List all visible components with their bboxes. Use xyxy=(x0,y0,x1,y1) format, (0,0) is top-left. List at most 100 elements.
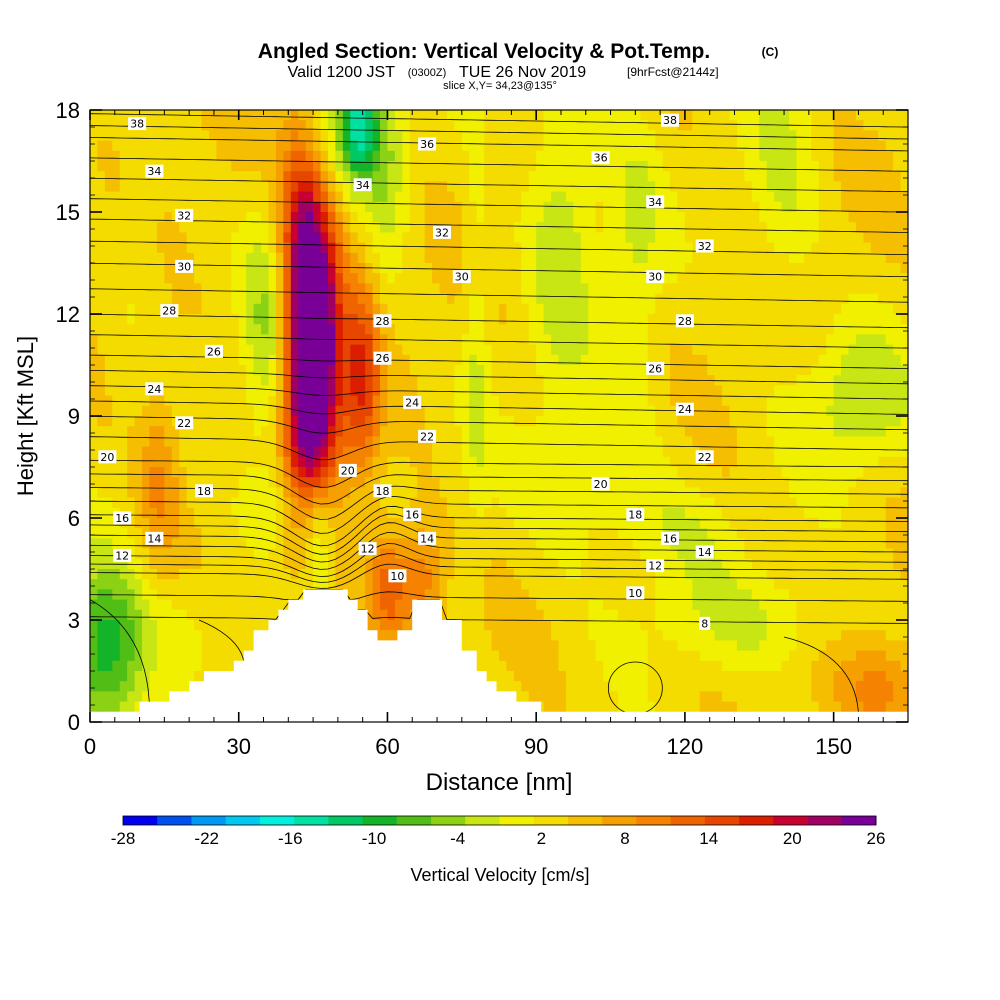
velocity-cell xyxy=(461,558,470,570)
velocity-cell xyxy=(446,252,455,264)
velocity-cell xyxy=(186,497,195,509)
velocity-cell xyxy=(461,293,470,305)
velocity-cell xyxy=(841,497,850,509)
velocity-cell xyxy=(275,263,284,274)
velocity-cell xyxy=(655,140,664,152)
velocity-cell xyxy=(670,212,679,223)
velocity-cell xyxy=(253,558,262,570)
velocity-cell xyxy=(803,487,812,499)
velocity-cell xyxy=(647,497,656,509)
velocity-cell xyxy=(238,191,247,203)
velocity-cell xyxy=(149,456,158,468)
velocity-cell xyxy=(855,334,864,346)
velocity-cell xyxy=(558,242,567,254)
velocity-cell xyxy=(208,252,218,264)
velocity-cell xyxy=(803,283,812,295)
velocity-cell xyxy=(97,191,106,203)
velocity-cell xyxy=(610,252,619,264)
velocity-cell xyxy=(238,354,247,366)
velocity-cell xyxy=(699,303,708,315)
velocity-cell xyxy=(551,252,560,264)
velocity-cell xyxy=(543,477,552,488)
velocity-cell xyxy=(491,110,500,121)
velocity-cell xyxy=(97,548,106,560)
velocity-cell xyxy=(461,436,470,448)
velocity-cell xyxy=(595,273,604,284)
velocity-cell xyxy=(387,365,396,376)
velocity-cell xyxy=(313,222,322,233)
velocity-cell xyxy=(127,242,136,254)
velocity-cell xyxy=(528,181,537,193)
velocity-cell xyxy=(855,487,864,499)
velocity-cell xyxy=(580,303,589,315)
velocity-cell xyxy=(253,150,262,162)
velocity-cell xyxy=(848,405,857,417)
velocity-cell xyxy=(156,518,165,529)
velocity-cell xyxy=(305,150,314,162)
velocity-cell xyxy=(387,405,396,417)
velocity-cell xyxy=(201,385,210,397)
velocity-cell xyxy=(789,558,798,570)
velocity-cell xyxy=(766,518,775,529)
velocity-cell xyxy=(863,201,872,213)
velocity-cell xyxy=(617,467,627,478)
velocity-cell xyxy=(625,477,634,488)
velocity-cell xyxy=(848,518,857,529)
velocity-cell xyxy=(387,324,396,335)
velocity-cell xyxy=(565,365,574,376)
velocity-cell xyxy=(186,569,195,580)
velocity-cell xyxy=(387,395,396,407)
velocity-cell xyxy=(893,507,902,519)
velocity-cell xyxy=(134,365,143,376)
velocity-cell xyxy=(246,110,255,121)
velocity-cell xyxy=(350,456,359,468)
velocity-cell xyxy=(870,446,879,458)
velocity-cell xyxy=(870,120,879,131)
velocity-cell xyxy=(261,191,270,203)
velocity-cell xyxy=(565,497,574,509)
velocity-cell xyxy=(729,252,738,264)
velocity-cell xyxy=(826,191,835,203)
velocity-cell xyxy=(380,212,389,223)
velocity-cell xyxy=(647,436,656,448)
velocity-cell xyxy=(350,242,359,254)
velocity-cell xyxy=(149,365,158,376)
velocity-cell xyxy=(305,548,314,560)
velocity-cell xyxy=(759,416,768,427)
velocity-cell xyxy=(127,456,136,468)
velocity-cell xyxy=(670,497,679,509)
velocity-cell xyxy=(194,538,203,550)
velocity-cell xyxy=(208,314,218,325)
velocity-cell xyxy=(461,130,470,142)
velocity-cell xyxy=(394,273,403,284)
velocity-cell xyxy=(855,181,864,193)
velocity-cell xyxy=(729,548,738,560)
velocity-cell xyxy=(164,344,173,356)
velocity-cell xyxy=(327,191,336,203)
velocity-cell xyxy=(372,232,381,244)
velocity-cell xyxy=(580,395,589,407)
velocity-cell xyxy=(97,538,106,550)
velocity-cell xyxy=(625,252,634,264)
velocity-cell xyxy=(305,140,314,152)
velocity-cell xyxy=(543,263,552,274)
velocity-cell xyxy=(216,375,225,386)
velocity-cell xyxy=(677,446,686,458)
velocity-cell xyxy=(454,242,463,254)
velocity-cell xyxy=(580,416,589,427)
velocity-cell xyxy=(893,314,902,325)
velocity-cell xyxy=(461,507,470,519)
velocity-cell xyxy=(699,538,708,550)
velocity-cell xyxy=(565,252,574,264)
velocity-cell xyxy=(275,365,284,376)
velocity-cell xyxy=(104,191,113,203)
velocity-cell xyxy=(320,130,329,142)
velocity-cell xyxy=(461,405,470,417)
velocity-cell xyxy=(617,446,627,458)
velocity-cell xyxy=(380,405,389,417)
velocity-cell xyxy=(736,344,745,356)
velocity-cell xyxy=(253,456,262,468)
velocity-cell xyxy=(841,528,850,539)
velocity-cell xyxy=(342,456,351,468)
velocity-cell xyxy=(677,477,686,488)
